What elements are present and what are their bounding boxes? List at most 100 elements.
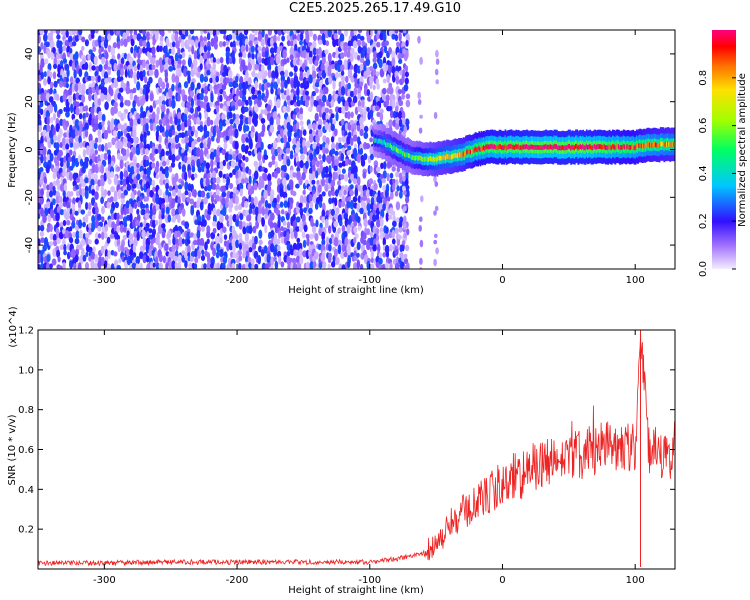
spectrogram-cell (327, 52, 332, 63)
spectrogram-cell (232, 252, 237, 259)
snr-x-axis-label: Height of straight line (km) (288, 585, 424, 596)
spectrogram-cell (369, 146, 375, 156)
spectrogram-cell (282, 191, 288, 199)
spectrogram-cell (184, 119, 188, 128)
spectrogram-cell (286, 158, 291, 167)
spectrogram-cell (148, 228, 153, 234)
spectrogram-cell (389, 262, 393, 269)
spectrogram-cell (69, 76, 74, 84)
signal-track-cell (489, 144, 491, 150)
spectrogram-cell (81, 89, 85, 97)
spectrogram-cell (346, 150, 351, 156)
spectrogram-cell (404, 54, 408, 62)
spectrogram-cell (335, 53, 339, 59)
spectrogram-cell (327, 67, 332, 77)
spectrogram-cell (244, 148, 249, 154)
signal-track-cell (572, 145, 575, 150)
spectrogram-cell (89, 140, 93, 150)
spectrogram-cell (49, 190, 53, 198)
spectrogram-cell (206, 153, 211, 160)
spectrogram-cell (243, 30, 249, 36)
spectrogram-cell (239, 188, 243, 197)
y-tick-label: 1.2 (18, 326, 34, 337)
spectrogram-cell (245, 156, 249, 163)
spectrogram-cell (275, 238, 281, 245)
spectrogram-cell (261, 69, 265, 78)
spectrogram-cell (45, 92, 51, 101)
spectrogram-cell (251, 86, 256, 95)
signal-track-cell (503, 145, 506, 151)
spectrogram-cell (171, 148, 175, 156)
spectrogram-cell (104, 224, 109, 233)
spectrogram-cell (158, 87, 163, 94)
spectrogram-cell (58, 108, 63, 115)
spectrogram-cell (375, 227, 380, 236)
spectrogram-cell (132, 87, 137, 94)
spectrogram-cell (360, 158, 366, 167)
spectrogram-cell (257, 46, 262, 52)
signal-track-cell (584, 145, 587, 151)
spectrogram-cell (180, 132, 186, 139)
spectrogram-cell (405, 99, 411, 108)
spectrogram-cell (379, 108, 384, 114)
spectrogram-cell (245, 99, 249, 106)
spectrogram-cell (254, 263, 259, 269)
spectrogram-cell (346, 224, 351, 234)
spectrogram-cell (228, 57, 234, 64)
spectrogram-cell (225, 128, 229, 139)
spectrogram-cell (196, 238, 201, 246)
spectrogram-cell (212, 207, 217, 218)
spectrogram-cell (202, 101, 208, 110)
spectrogram-cell (193, 263, 198, 269)
signal-track-cell (373, 136, 376, 142)
spectrogram-cell (404, 178, 409, 187)
spectrogram-cell (156, 106, 160, 116)
spectrogram-cell (433, 258, 437, 267)
spectrogram-cell (220, 256, 224, 263)
spectrogram-cell (90, 251, 96, 260)
spectrogram-cell (159, 63, 164, 74)
spectrogram-cell (221, 262, 226, 269)
spectrogram-cell (248, 195, 252, 203)
spectrogram-cell (330, 123, 335, 132)
spectrogram-cell (379, 217, 384, 227)
spectrogram-cell (70, 248, 76, 259)
spectrogram-cell (78, 219, 83, 229)
spectrogram-cell (350, 64, 354, 70)
spectrogram-cell (385, 40, 389, 46)
spectrogram-cell (235, 40, 240, 46)
spectrogram-cell (337, 180, 341, 186)
spectrogram-cell (234, 140, 239, 151)
spectrogram-cell (185, 142, 189, 152)
spectrogram-cell (74, 35, 80, 42)
spectrogram-cell (187, 244, 191, 254)
spectrogram-cell (372, 57, 377, 63)
spectrogram-cell (70, 103, 74, 114)
spectrogram-cell (321, 69, 327, 79)
spectrogram-cell (203, 45, 208, 53)
spectrogram-cell (325, 40, 329, 47)
spectrogram-cell (97, 260, 102, 269)
signal-track-cell (493, 144, 496, 149)
spectrogram-cell (168, 165, 173, 173)
spectrogram-cell (221, 113, 226, 122)
spectrogram-cell (148, 69, 154, 76)
spectrogram-cell (340, 118, 345, 126)
spectrogram-cell (65, 220, 71, 226)
signal-track-cell (512, 144, 515, 150)
spectrogram-cell (171, 129, 176, 136)
signal-track-cell (656, 142, 659, 148)
spectrogram-cell (188, 169, 192, 179)
spectrogram-cell (388, 119, 393, 128)
snr-panel: -300 -200 -100 0 100 0.20.40.60.81.01.2 Heig… (7, 306, 676, 596)
spectrogram-cell (337, 95, 342, 104)
spectrogram-cell (69, 191, 74, 197)
spectrogram-cell (141, 30, 147, 36)
spectrogram-cell (192, 58, 198, 67)
spectrogram-cell (359, 263, 364, 269)
spectrogram-cell (366, 89, 371, 97)
signal-track-cell (661, 141, 663, 147)
spectrogram-cell (109, 121, 114, 132)
spectrogram-cell (94, 232, 99, 240)
spectrogram-cell (119, 179, 124, 186)
